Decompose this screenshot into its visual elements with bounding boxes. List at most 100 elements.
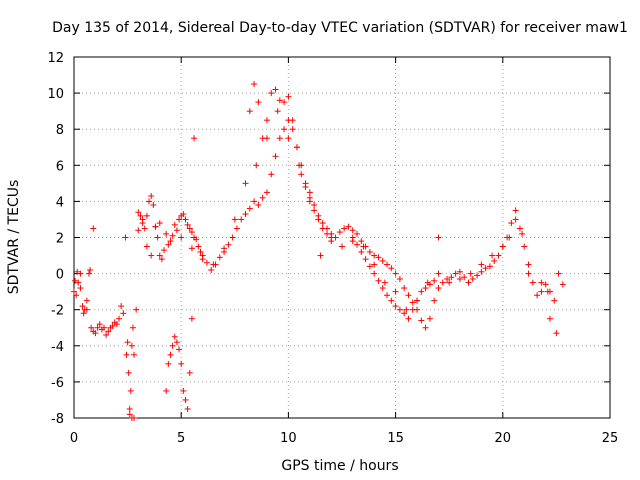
x-tick-label: 25	[602, 431, 619, 446]
data-point	[302, 180, 309, 187]
data-point	[173, 339, 180, 346]
x-tick-label: 15	[387, 431, 404, 446]
data-point	[315, 212, 322, 219]
y-axis: -8 -6 -4 -2 0 2 4 6 8 10 12	[47, 51, 610, 427]
data-point	[281, 99, 288, 106]
data-point	[362, 256, 369, 263]
data-point	[135, 209, 142, 216]
data-point	[276, 97, 283, 104]
data-point	[169, 342, 176, 349]
data-point	[392, 270, 399, 277]
y-tick-label: -2	[51, 304, 64, 319]
data-point	[354, 241, 361, 248]
data-point	[169, 232, 176, 239]
data-point	[263, 135, 270, 142]
data-point	[253, 162, 260, 169]
data-point	[289, 117, 296, 124]
grid	[74, 57, 610, 418]
data-point	[551, 297, 558, 304]
data-point	[285, 135, 292, 142]
data-point	[366, 248, 373, 255]
data-point	[118, 303, 125, 310]
data-point	[414, 297, 421, 304]
data-point	[371, 270, 378, 277]
data-point	[246, 108, 253, 115]
data-point	[546, 315, 553, 322]
data-point	[272, 153, 279, 160]
data-point	[87, 266, 94, 273]
data-point	[381, 279, 388, 286]
x-axis-label: GPS time / hours	[281, 458, 398, 474]
data-point	[559, 281, 566, 288]
data-point	[242, 180, 249, 187]
y-tick-label: 0	[56, 268, 64, 283]
data-point	[311, 202, 318, 209]
data-point	[448, 274, 455, 281]
data-point	[525, 261, 532, 268]
data-point	[148, 252, 155, 259]
y-axis-label: SDTVAR / TECUs	[6, 180, 22, 295]
data-point	[77, 270, 84, 277]
data-point	[456, 276, 463, 283]
data-point	[188, 315, 195, 322]
data-point	[553, 330, 560, 337]
data-point	[101, 324, 108, 331]
data-point	[272, 86, 279, 93]
data-point	[225, 241, 232, 248]
data-point	[405, 315, 412, 322]
data-point	[392, 288, 399, 295]
data-point	[156, 220, 163, 227]
data-point	[186, 369, 193, 376]
data-point	[154, 234, 161, 241]
data-point	[512, 216, 519, 223]
data-point	[133, 306, 140, 313]
data-point	[323, 225, 330, 232]
data-point	[180, 211, 187, 218]
data-point	[422, 285, 429, 292]
data-point	[163, 230, 170, 237]
x-axis: 0 5 10 15 20 25	[70, 57, 618, 446]
data-point	[137, 212, 144, 219]
data-point	[233, 225, 240, 232]
data-point	[306, 189, 313, 196]
data-point	[103, 331, 110, 338]
data-point	[255, 99, 262, 106]
data-point	[210, 261, 217, 268]
data-point	[176, 346, 183, 353]
y-tick-label: 10	[47, 87, 64, 102]
data-point	[203, 259, 210, 266]
data-point	[124, 339, 131, 346]
data-point	[143, 212, 150, 219]
data-point	[161, 247, 168, 254]
data-point	[268, 90, 275, 97]
data-point	[538, 279, 545, 286]
y-tick-label: -6	[51, 376, 64, 391]
data-point	[306, 198, 313, 205]
data-point	[165, 360, 172, 367]
data-point	[439, 279, 446, 286]
data-point	[371, 252, 378, 259]
data-point	[544, 288, 551, 295]
data-point	[396, 306, 403, 313]
data-point	[246, 205, 253, 212]
data-point	[188, 245, 195, 252]
data-point	[221, 245, 228, 252]
data-point	[263, 117, 270, 124]
data-point	[542, 281, 549, 288]
data-point	[75, 279, 82, 286]
data-point	[431, 277, 438, 284]
data-point	[113, 321, 120, 328]
data-point	[489, 252, 496, 259]
data-point	[358, 248, 365, 255]
data-point	[435, 270, 442, 277]
data-point	[435, 285, 442, 292]
chart-title: Day 135 of 2014, Sidereal Day-to-day VTE…	[52, 20, 628, 36]
data-point	[197, 248, 204, 255]
data-point	[328, 234, 335, 241]
data-point	[499, 243, 506, 250]
data-point	[156, 252, 163, 259]
data-point	[184, 405, 191, 412]
data-point	[375, 254, 382, 261]
data-point	[178, 234, 185, 241]
data-point	[123, 351, 130, 358]
